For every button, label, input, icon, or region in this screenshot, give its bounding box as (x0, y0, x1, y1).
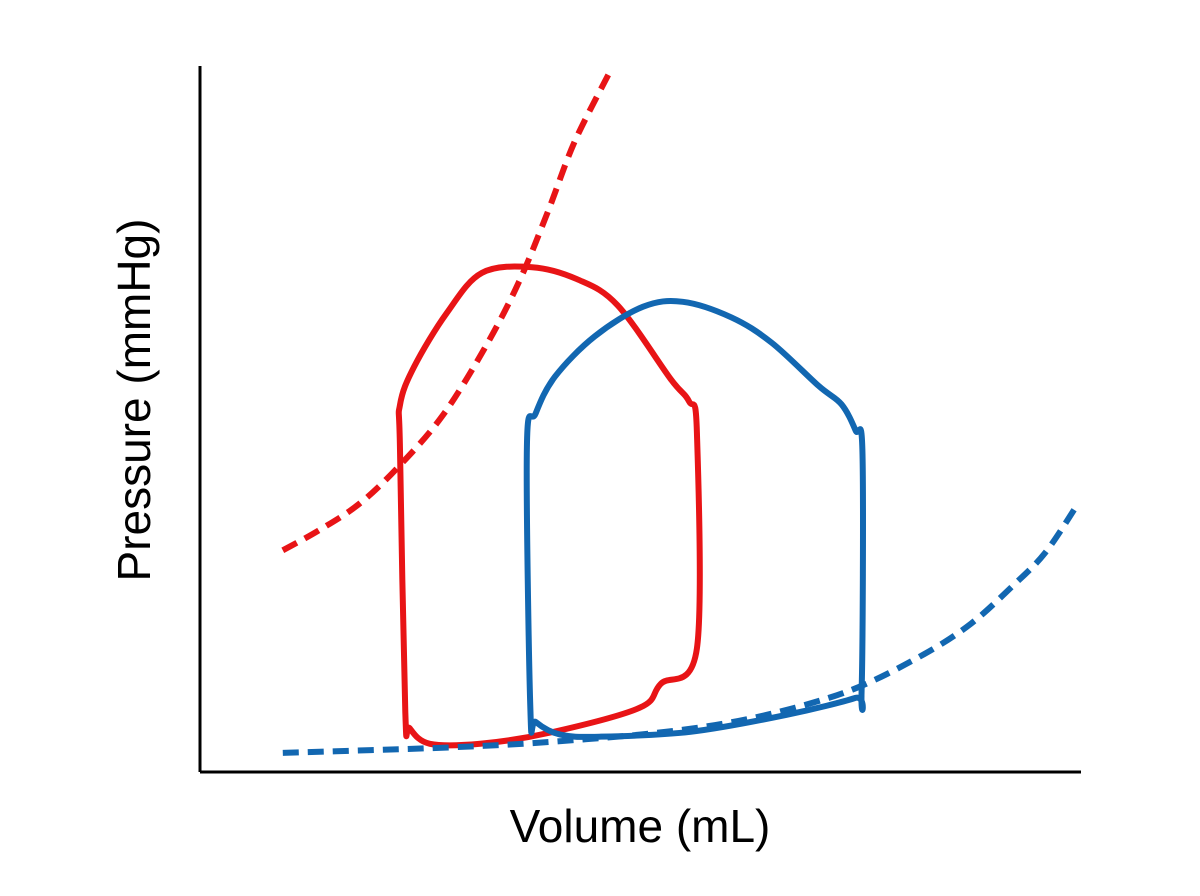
x-axis-label: Volume (mL) (510, 800, 771, 852)
plot-area (281, 72, 1079, 756)
y-axis-label: Pressure (mmHg) (108, 219, 160, 582)
red-dashed-curve (281, 72, 612, 553)
blue-pv-loop (523, 298, 866, 740)
blue-dashed-curve (282, 505, 1079, 756)
red-pv-loop (395, 263, 703, 749)
